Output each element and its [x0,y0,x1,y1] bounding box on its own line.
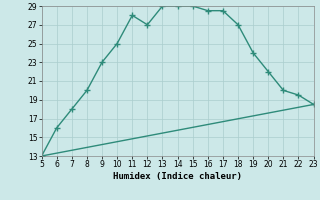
X-axis label: Humidex (Indice chaleur): Humidex (Indice chaleur) [113,172,242,181]
